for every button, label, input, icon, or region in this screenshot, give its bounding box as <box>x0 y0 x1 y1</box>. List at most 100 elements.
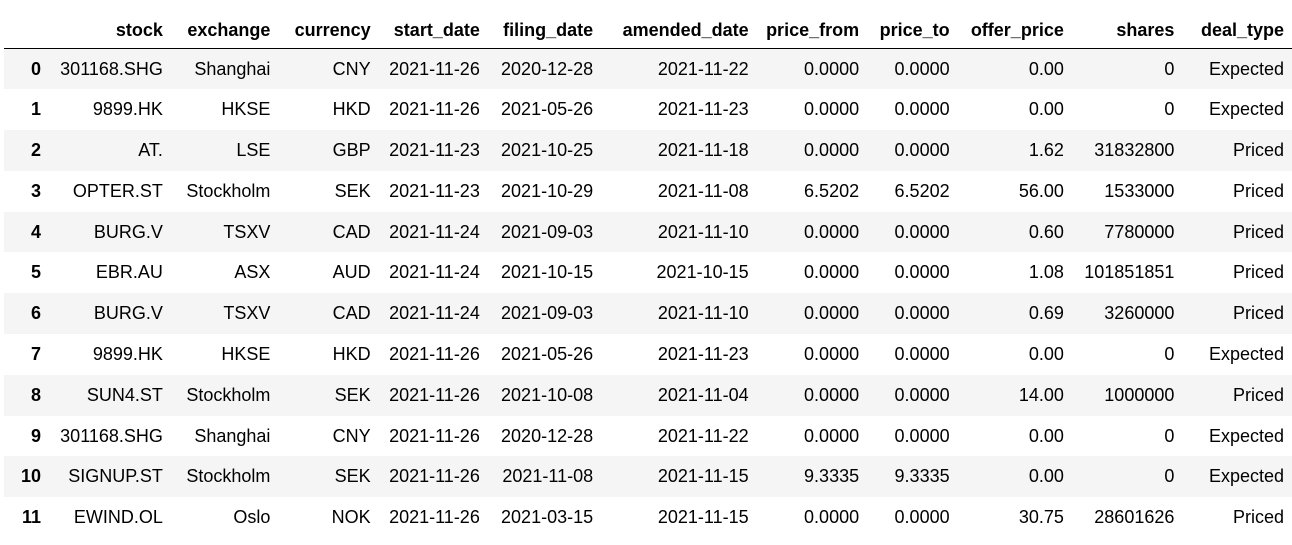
cell-price-to: 0.0000 <box>894 343 950 364</box>
table-row: 6 BURG.V TSXV CAD 2021-11-24 2021-09-03 2021-1… <box>4 293 1292 335</box>
cell-amended-date: 2021-11-18 <box>657 139 749 160</box>
cell-offer-price: 0.00 <box>1028 58 1064 79</box>
cell-exchange: Stockholm <box>186 180 271 201</box>
row-index-cell: 3 <box>30 180 41 201</box>
cell-start-date: 2021-11-26 <box>389 425 480 446</box>
row-index-cell: 11 <box>21 507 41 528</box>
row-index-cell: 8 <box>30 384 41 405</box>
cell-deal-type: Priced <box>1232 507 1284 528</box>
cell-deal-type: Priced <box>1232 303 1284 324</box>
row-index-cell: 4 <box>30 221 41 242</box>
cell-start-date: 2021-11-26 <box>389 58 480 79</box>
row-index-cell: 2 <box>30 139 41 160</box>
cell-price-to: 0.0000 <box>894 58 950 79</box>
cell-exchange: HKSE <box>221 343 271 364</box>
cell-offer-price: 30.75 <box>1018 507 1064 528</box>
cell-deal-type: Priced <box>1232 221 1284 242</box>
cell-price-to: 0.0000 <box>894 425 950 446</box>
cell-offer-price: 0.69 <box>1028 303 1064 324</box>
cell-amended-date: 2021-10-15 <box>656 262 749 283</box>
cell-currency: CNY <box>332 58 371 79</box>
cell-currency: AUD <box>332 262 371 283</box>
cell-currency: CAD <box>332 303 371 324</box>
cell-price-from: 0.0000 <box>804 507 860 528</box>
cell-start-date: 2021-11-26 <box>389 507 480 528</box>
table-row: 8 SUN4.ST Stockholm SEK 2021-11-26 2021-10-08… <box>4 374 1292 416</box>
cell-deal-type: Priced <box>1232 180 1284 201</box>
cell-price-to: 0.0000 <box>894 384 950 405</box>
cell-shares: 0 <box>1164 58 1175 79</box>
cell-price-from: 0.0000 <box>804 343 860 364</box>
cell-amended-date: 2021-11-15 <box>657 507 749 528</box>
cell-amended-date: 2021-11-22 <box>657 425 749 446</box>
cell-exchange: Shanghai <box>194 425 271 446</box>
cell-offer-price: 1.08 <box>1028 262 1064 283</box>
cell-offer-price: 0.60 <box>1028 221 1064 242</box>
ipo-dataframe-table: stock exchange currency start_date filin… <box>4 12 1292 538</box>
cell-currency: HKD <box>332 343 371 364</box>
column-header-deal-type: deal_type <box>1182 12 1292 49</box>
cell-deal-type: Expected <box>1208 58 1284 79</box>
table-row: 3 OPTER.ST Stockholm SEK 2021-11-23 2021-10-2… <box>4 171 1292 212</box>
cell-start-date: 2021-11-24 <box>389 262 480 283</box>
cell-start-date: 2021-11-26 <box>389 466 480 487</box>
cell-amended-date: 2021-11-10 <box>657 221 749 242</box>
table-row: 10 SIGNUP.ST Stockholm SEK 2021-11-26 2021-11… <box>4 456 1292 498</box>
cell-offer-price: 56.00 <box>1018 180 1064 201</box>
cell-deal-type: Expected <box>1208 343 1284 364</box>
cell-exchange: Stockholm <box>186 466 271 487</box>
cell-filing-date: 2021-10-25 <box>501 139 594 160</box>
column-header-exchange: exchange <box>170 12 279 49</box>
cell-price-from: 9.3335 <box>804 466 860 487</box>
header-row: stock exchange currency start_date filin… <box>4 12 1292 49</box>
cell-stock: SUN4.ST <box>86 384 163 405</box>
cell-exchange: LSE <box>236 139 271 160</box>
cell-start-date: 2021-11-26 <box>389 99 480 120</box>
cell-amended-date: 2021-11-10 <box>657 303 749 324</box>
cell-start-date: 2021-11-26 <box>389 384 480 405</box>
cell-filing-date: 2020-12-28 <box>501 58 594 79</box>
cell-deal-type: Expected <box>1208 466 1284 487</box>
cell-filing-date: 2021-05-26 <box>501 99 594 120</box>
cell-price-from: 0.0000 <box>804 221 860 242</box>
cell-currency: SEK <box>334 384 371 405</box>
cell-shares: 1000000 <box>1104 384 1175 405</box>
cell-filing-date: 2021-10-08 <box>501 384 594 405</box>
cell-price-from: 0.0000 <box>804 99 860 120</box>
cell-offer-price: 0.00 <box>1028 466 1064 487</box>
row-index-cell: 5 <box>30 262 41 283</box>
cell-start-date: 2021-11-26 <box>389 343 480 364</box>
cell-start-date: 2021-11-23 <box>389 139 480 160</box>
table-header: stock exchange currency start_date filin… <box>4 12 1292 49</box>
cell-filing-date: 2021-10-29 <box>501 180 594 201</box>
cell-exchange: ASX <box>234 262 271 283</box>
cell-filing-date: 2021-11-08 <box>502 466 594 487</box>
cell-currency: GBP <box>332 139 371 160</box>
cell-price-to: 0.0000 <box>894 221 950 242</box>
cell-price-to: 0.0000 <box>894 507 950 528</box>
cell-shares: 3260000 <box>1104 303 1175 324</box>
cell-price-to: 0.0000 <box>894 139 950 160</box>
table-row: 1 9899.HK HKSE HKD 2021-11-26 2021-05-26 2021-… <box>4 89 1292 130</box>
cell-amended-date: 2021-11-23 <box>657 343 749 364</box>
cell-offer-price: 0.00 <box>1028 425 1064 446</box>
column-header-filing-date: filing_date <box>487 12 602 49</box>
cell-offer-price: 14.00 <box>1018 384 1064 405</box>
table-row: 5 EBR.AU ASX AUD 2021-11-24 2021-10-15 2021-10… <box>4 252 1292 293</box>
column-header-amended-date: amended_date <box>601 12 757 49</box>
cell-stock: BURG.V <box>93 303 163 324</box>
cell-filing-date: 2021-05-26 <box>501 343 594 364</box>
row-index-cell: 0 <box>30 58 41 79</box>
cell-amended-date: 2021-11-08 <box>657 180 749 201</box>
cell-shares: 28601626 <box>1094 507 1175 528</box>
cell-amended-date: 2021-11-23 <box>657 99 749 120</box>
cell-shares: 0 <box>1164 425 1175 446</box>
cell-price-to: 9.3335 <box>894 466 950 487</box>
table-row: 9 301168.SHG Shanghai CNY 2021-11-26 2020-12-… <box>4 416 1292 457</box>
cell-exchange: Stockholm <box>186 384 271 405</box>
cell-offer-price: 0.00 <box>1028 343 1064 364</box>
cell-filing-date: 2021-09-03 <box>501 221 594 242</box>
row-index-cell: 9 <box>30 425 41 446</box>
cell-price-to: 0.0000 <box>894 262 950 283</box>
